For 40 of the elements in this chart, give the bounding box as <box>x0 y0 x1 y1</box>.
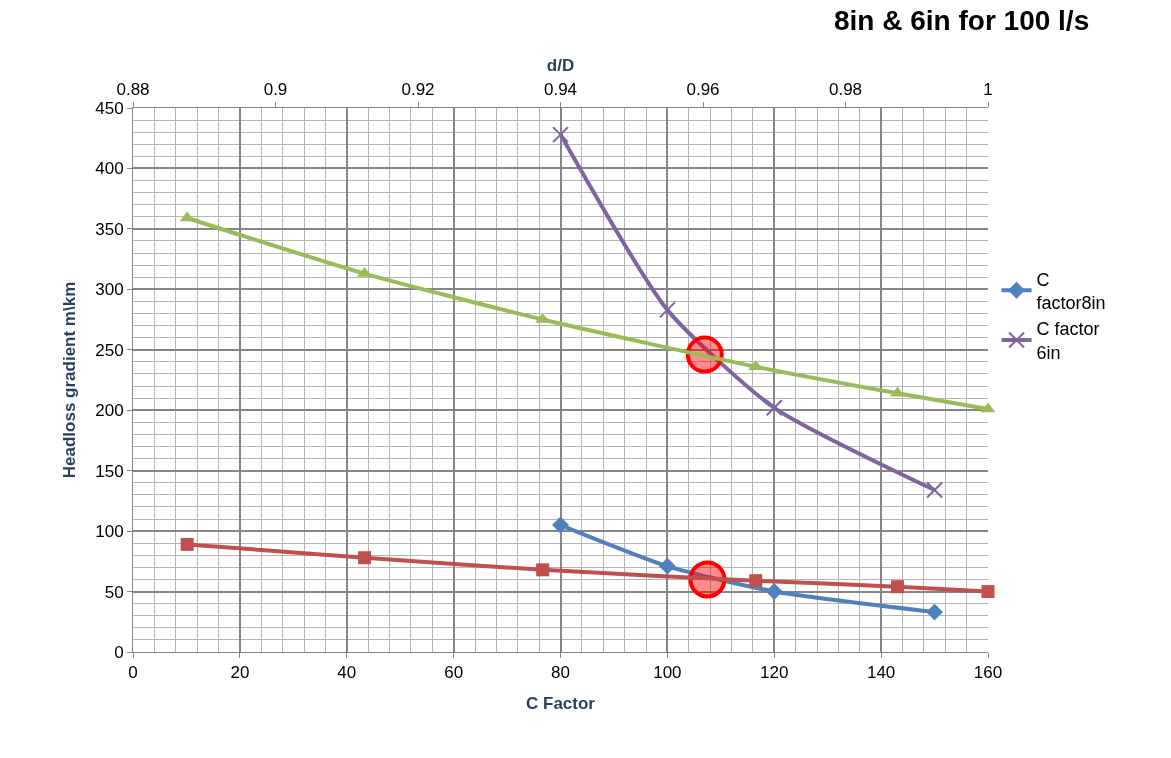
y-tick-label: 350 <box>95 219 124 239</box>
point <box>552 516 569 534</box>
x-tick-label: 60 <box>444 663 464 683</box>
x-tick-label: 0 <box>128 663 138 683</box>
y-tick-label: 300 <box>95 280 124 300</box>
x2-tick-label: 0.98 <box>828 80 863 100</box>
x-tick-label: 120 <box>760 663 789 683</box>
y-tick-label: 100 <box>95 522 124 542</box>
point <box>658 557 676 575</box>
x2-tick-label: 0.92 <box>401 80 435 100</box>
x2-tick-label: 1 <box>983 80 993 100</box>
y-tick-label: 400 <box>95 159 124 179</box>
legend-label: C factor 6in <box>1036 319 1100 363</box>
y-tick-label: 50 <box>104 582 124 602</box>
point <box>765 399 783 417</box>
x-tick-label: 160 <box>973 663 1003 683</box>
point <box>926 603 944 621</box>
point <box>765 583 783 601</box>
x2-tick-label: 0.9 <box>263 80 288 100</box>
chart-title: 8in & 6in for 100 l/s <box>834 5 1090 36</box>
y-tick-label: 150 <box>95 461 124 481</box>
x-tick-label: 20 <box>230 663 250 683</box>
x2-tick-label: 0.96 <box>686 80 720 100</box>
y-tick-label: 200 <box>95 401 124 421</box>
x-axis-title: C Factor <box>526 693 596 713</box>
y-tick-label: 250 <box>95 340 124 360</box>
y-axis-title: Headloss gradient m\km <box>59 281 79 479</box>
point <box>926 481 944 499</box>
y-tick-label: 450 <box>95 98 124 118</box>
y-tick-label: 0 <box>114 642 124 662</box>
point <box>658 301 676 319</box>
x2-axis-title: d/D <box>546 55 575 75</box>
x-tick-label: 100 <box>653 663 682 683</box>
x-tick-label: 40 <box>337 663 357 683</box>
point <box>552 126 569 144</box>
x2-tick-label: 0.88 <box>116 80 150 100</box>
x-tick-label: 80 <box>551 663 570 683</box>
x2-tick-label: 0.94 <box>543 80 578 100</box>
x-tick-label: 140 <box>866 663 896 683</box>
legend-label: C factor8in <box>1036 269 1106 313</box>
